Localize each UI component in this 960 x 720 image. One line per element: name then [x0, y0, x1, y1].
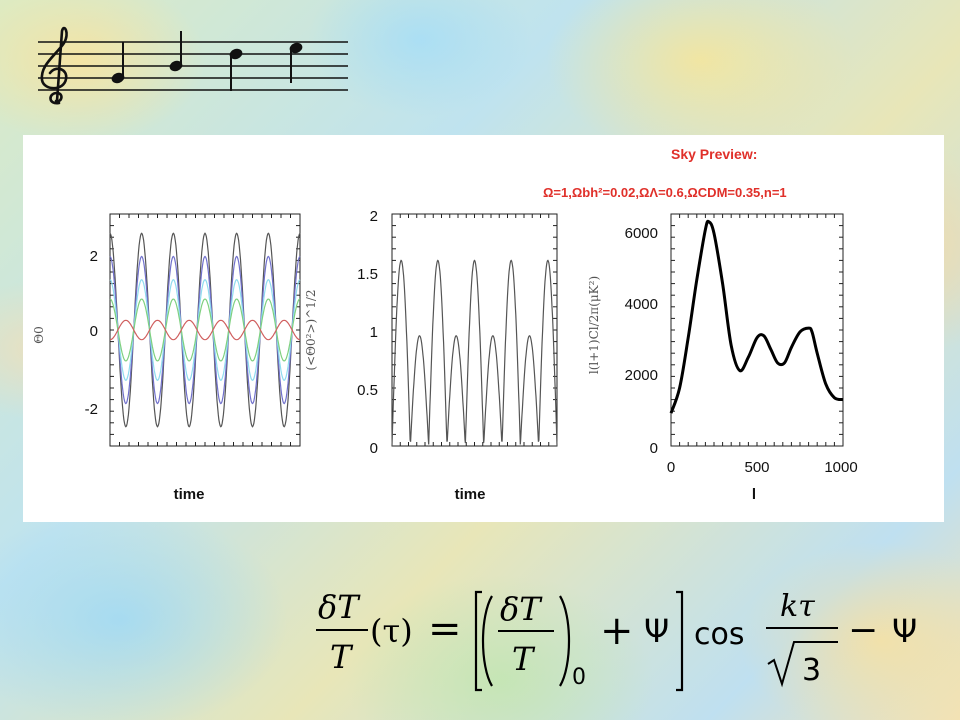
- charts-svg: 2 0 -2 Θ0 time 2 1.5 1 0.5 0 (<Θ0²>)^1/2…: [32, 146, 858, 503]
- formula-psi-1: Ψ: [644, 612, 669, 650]
- formula-dT-inner: δT: [500, 590, 543, 628]
- sky-preview-title: Sky Preview:: [671, 146, 757, 162]
- chart1-series-line: [109, 298, 301, 362]
- chart3-xtick-1000: 1000: [824, 459, 857, 476]
- formula-psi-2: Ψ: [892, 612, 917, 650]
- chart3-frame: [670, 213, 844, 447]
- chart3-spectrum-line: [669, 219, 844, 414]
- music-staff-icon: [38, 26, 348, 105]
- chart2-ticks: [392, 214, 557, 446]
- formula-plus: +: [600, 608, 634, 654]
- chart1-ytick-minus2: -2: [85, 401, 98, 418]
- chart-panel: 2 0 -2 Θ0 time 2 1.5 1 0.5 0 (<Θ0²>)^1/2…: [23, 135, 944, 522]
- chart2-frame: [391, 213, 558, 447]
- chart3-xlabel: l: [752, 486, 756, 503]
- temperature-formula: δT T (τ) = δT T 0 + Ψ cos kτ 3 − Ψ: [316, 588, 917, 692]
- chart1-ytick-0: 0: [90, 323, 98, 340]
- chart3-ylabel: l(l+1)Cl/2π(μK²): [587, 276, 601, 374]
- formula-ktau: kτ: [780, 589, 815, 624]
- chart1-ylabel: Θ0: [32, 326, 46, 343]
- chart2-ytick-1_5: 1.5: [357, 266, 378, 283]
- formula-cos: cos: [694, 617, 744, 652]
- chart2-ylabel: (<Θ0²>)^1/2: [304, 289, 318, 370]
- chart3-ticks: [671, 214, 843, 446]
- formula-subscript-zero: 0: [572, 665, 586, 690]
- chart3-ytick-6000: 6000: [625, 225, 658, 242]
- formula-sqrt3: 3: [802, 653, 821, 688]
- formula-dT: δT: [318, 588, 361, 626]
- chart3-lines: [669, 219, 844, 414]
- chart1-series-line: [109, 319, 301, 341]
- chart2-series-line: [391, 259, 558, 447]
- chart1-ticks: [110, 214, 300, 446]
- chart2-xlabel: time: [455, 486, 486, 503]
- formula-equals: =: [428, 606, 462, 652]
- formula-tau: (τ): [370, 612, 413, 650]
- sky-preview-params: Ω=1,Ωbh²=0.02,ΩΛ=0.6,ΩCDM=0.35,n=1: [543, 185, 787, 200]
- chart2-lines: [391, 259, 558, 447]
- chart2-ytick-1: 1: [370, 324, 378, 341]
- music-notes-icon: [111, 31, 303, 91]
- chart2-ytick-2: 2: [370, 208, 378, 225]
- chart1-ytick-2: 2: [90, 248, 98, 265]
- chart3-ytick-4000: 4000: [625, 296, 658, 313]
- chart1-series-line: [109, 232, 301, 428]
- chart3-ytick-0: 0: [650, 440, 658, 457]
- chart1-xlabel: time: [174, 486, 205, 503]
- chart3-xtick-500: 500: [744, 459, 769, 476]
- chart2-ytick-0: 0: [370, 440, 378, 457]
- formula-minus: −: [848, 610, 878, 651]
- chart3-ytick-2000: 2000: [625, 367, 658, 384]
- formula-T: T: [330, 638, 354, 676]
- formula-T-inner: T: [512, 640, 536, 678]
- treble-clef-icon: [40, 26, 68, 105]
- chart1-lines: [109, 232, 301, 428]
- chart2-ytick-0_5: 0.5: [357, 382, 378, 399]
- chart1-series-line: [109, 255, 301, 405]
- chart1-series-line: [109, 278, 301, 382]
- chart3-xtick-0: 0: [667, 459, 675, 476]
